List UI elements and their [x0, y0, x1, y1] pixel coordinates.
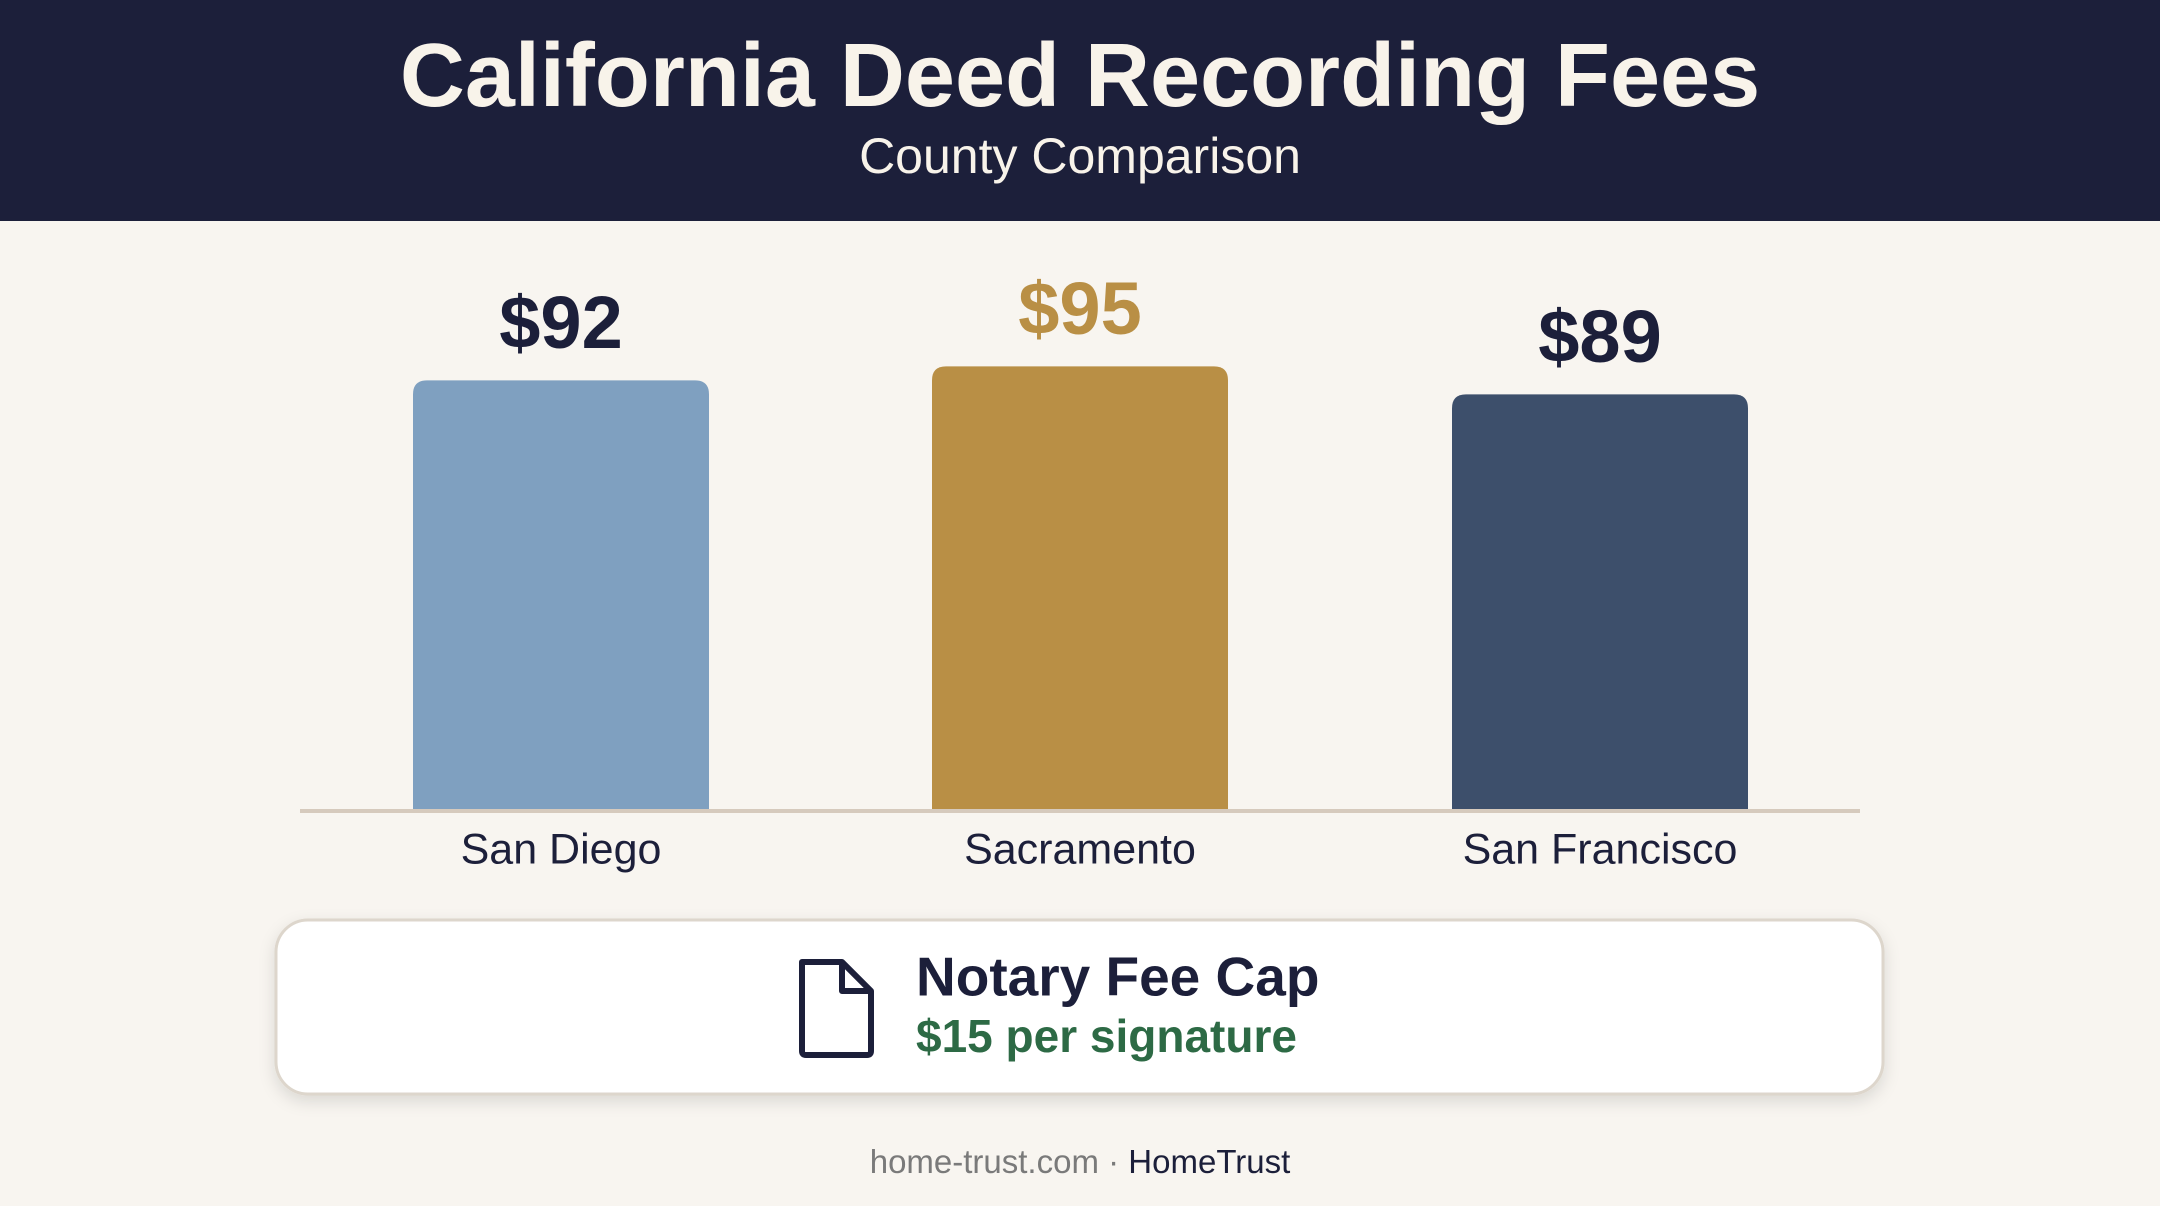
bar	[413, 380, 709, 810]
footer-separator: ·	[1108, 1143, 1119, 1180]
x-tick-label: San Francisco	[1463, 825, 1738, 873]
document-icon	[799, 959, 874, 1058]
value-label: $95	[1018, 267, 1141, 350]
value-label: $89	[1538, 295, 1661, 378]
footer-site: home-trust.com	[870, 1143, 1099, 1180]
footer: home-trust.com · HomeTrust	[870, 1143, 1291, 1180]
title: California Deed Recording Fees	[400, 26, 1760, 126]
bar	[932, 366, 1228, 810]
x-tick-label: San Diego	[461, 825, 662, 873]
footer-brand: HomeTrust	[1128, 1143, 1290, 1180]
subtitle: County Comparison	[859, 128, 1301, 184]
header-band	[0, 0, 2160, 221]
note-title: Notary Fee Cap	[916, 946, 1319, 1008]
value-label: $92	[499, 281, 622, 364]
note-text: $15 per signature	[916, 1010, 1297, 1062]
x-tick-label: Sacramento	[964, 825, 1196, 873]
bar-chart: $92 San Diego $95 Sacramento $89 San Francisc…	[300, 267, 1860, 873]
note-card	[274, 918, 1885, 1096]
bar	[1452, 394, 1748, 810]
